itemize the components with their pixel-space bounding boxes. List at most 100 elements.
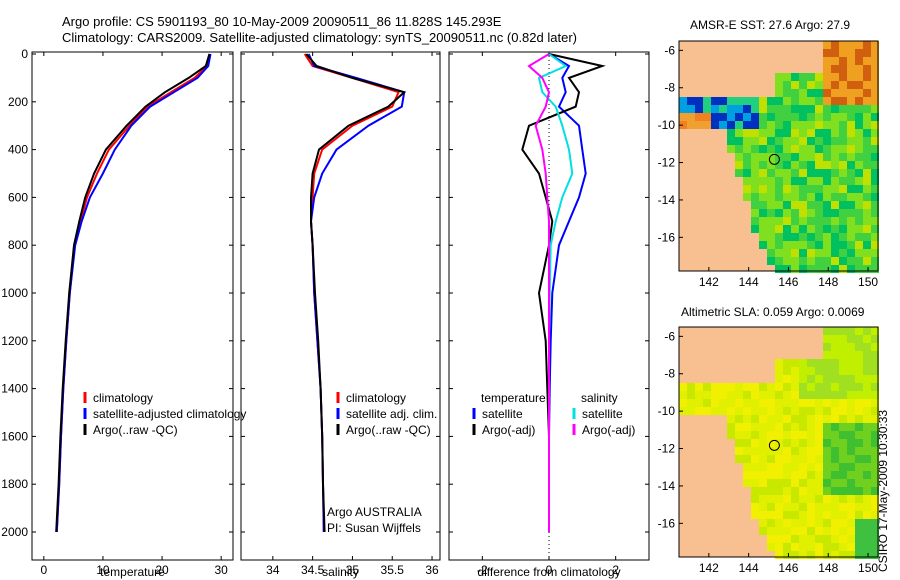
- sst-map-cell: [767, 113, 775, 121]
- sst-map-cell: [719, 113, 727, 121]
- sla-map-cell: [775, 383, 783, 391]
- sla-map-cell: [871, 543, 879, 551]
- sla-map-cell: [767, 543, 775, 551]
- sla-map-cell: [775, 527, 783, 535]
- sla-map-cell: [839, 519, 847, 527]
- sla-map-cell: [799, 527, 807, 535]
- sst-map-cell: [743, 161, 751, 169]
- sst-map-cell: [863, 161, 871, 169]
- sst-map-cell: [855, 97, 863, 105]
- sst-map-cell: [783, 201, 791, 209]
- sst-map-cell: [855, 57, 863, 65]
- sla-map-cell: [815, 527, 823, 535]
- sla-map-cell: [735, 407, 743, 415]
- sst-map-cell: [767, 201, 775, 209]
- sst-map-cell: [815, 249, 823, 257]
- sst-map-cell: [831, 225, 839, 233]
- sst-map-cell: [807, 241, 815, 249]
- sst-map-cell: [759, 241, 767, 249]
- sst-map-cell: [727, 137, 735, 145]
- sst-map-cell: [799, 249, 807, 257]
- sst-map-cell: [703, 113, 711, 121]
- sla-map-cell: [687, 399, 695, 407]
- sla-map-cell: [791, 367, 799, 375]
- sla-map-y-tick-label: -8: [664, 367, 675, 381]
- sla-map-cell: [871, 519, 879, 527]
- sla-map-cell: [743, 455, 751, 463]
- sla-map-cell: [775, 551, 783, 559]
- sst-map-cell: [775, 113, 783, 121]
- sla-map-cell: [807, 551, 815, 559]
- sst-map-cell: [823, 73, 831, 81]
- sla-map-cell: [799, 391, 807, 399]
- sst-map-cell: [711, 105, 719, 113]
- sst-map-cell: [839, 113, 847, 121]
- sla-map-cell: [823, 359, 831, 367]
- sst-map-x-tick-label: 144: [739, 275, 759, 289]
- sst-map-cell: [799, 121, 807, 129]
- sla-map-cell: [807, 455, 815, 463]
- x-axis-label-salinity: salinity: [322, 565, 359, 579]
- sla-map-cell: [847, 327, 855, 335]
- sla-map-cell: [759, 495, 767, 503]
- sst-map-cell: [807, 129, 815, 137]
- sst-map-cell: [815, 97, 823, 105]
- sla-map-cell: [831, 551, 839, 559]
- sla-map-cell: [815, 391, 823, 399]
- sla-map-cell: [855, 535, 863, 543]
- sst-map-cell: [799, 257, 807, 265]
- sla-map-cell: [815, 383, 823, 391]
- sla-map-cell: [831, 383, 839, 391]
- sst-map-cell: [847, 121, 855, 129]
- sst-map-cell: [799, 217, 807, 225]
- sla-map-cell: [743, 383, 751, 391]
- sst-map-cell: [727, 113, 735, 121]
- sst-map-cell: [831, 89, 839, 97]
- sst-map-cell: [783, 209, 791, 217]
- sst-map-float-marker: [768, 153, 780, 165]
- sst-map-cell: [831, 233, 839, 241]
- sst-map-y-tick-label: -8: [664, 81, 675, 95]
- sst-map-cell: [783, 193, 791, 201]
- sst-map-title: AMSR-E SST: 27.6 Argo: 27.9: [690, 18, 851, 32]
- sla-map-cell: [831, 439, 839, 447]
- sla-map-cell: [799, 511, 807, 519]
- sla-map-cell: [775, 407, 783, 415]
- series-line-difference-salinity-argo-adj-: [527, 53, 551, 532]
- sst-map-cell: [831, 241, 839, 249]
- sst-map-cell: [807, 233, 815, 241]
- sla-map-cell: [799, 503, 807, 511]
- sla-map-cell: [871, 479, 879, 487]
- sla-map-cell: [759, 447, 767, 455]
- sla-map-cell: [791, 423, 799, 431]
- sst-map-cell: [775, 121, 783, 129]
- sst-map-cell: [735, 129, 743, 137]
- sst-map-cell: [823, 49, 831, 57]
- sla-map-cell: [823, 511, 831, 519]
- sst-map-cell: [791, 137, 799, 145]
- sst-map-cell: [839, 73, 847, 81]
- sst-map-cell: [815, 185, 823, 193]
- sla-map-x-tick-label: 148: [818, 561, 838, 575]
- sst-map-cell: [727, 145, 735, 153]
- sla-map-cell: [727, 423, 735, 431]
- sla-map-cell: [815, 535, 823, 543]
- sla-map-cell: [815, 487, 823, 495]
- sla-map-cell: [783, 399, 791, 407]
- sla-map-cell: [775, 535, 783, 543]
- sst-map-cell: [847, 49, 855, 57]
- sla-map-cell: [807, 495, 815, 503]
- argo-pi-label: PI: Susan Wijffels: [327, 521, 421, 535]
- sst-map-cell: [863, 49, 871, 57]
- sst-map-frame: [678, 40, 879, 272]
- sla-map-cell: [807, 487, 815, 495]
- sst-map-cell: [871, 137, 879, 145]
- sla-map-cell: [775, 375, 783, 383]
- sst-map-cell: [855, 129, 863, 137]
- sla-map-cell: [711, 399, 719, 407]
- sla-map-cell: [719, 399, 727, 407]
- sla-map-cell: [839, 351, 847, 359]
- sla-map-cell: [799, 447, 807, 455]
- sst-map-cell: [847, 105, 855, 113]
- sst-map: 142 144 146 148 150 -6 -8 -10 -12 -14 -16: [658, 40, 879, 289]
